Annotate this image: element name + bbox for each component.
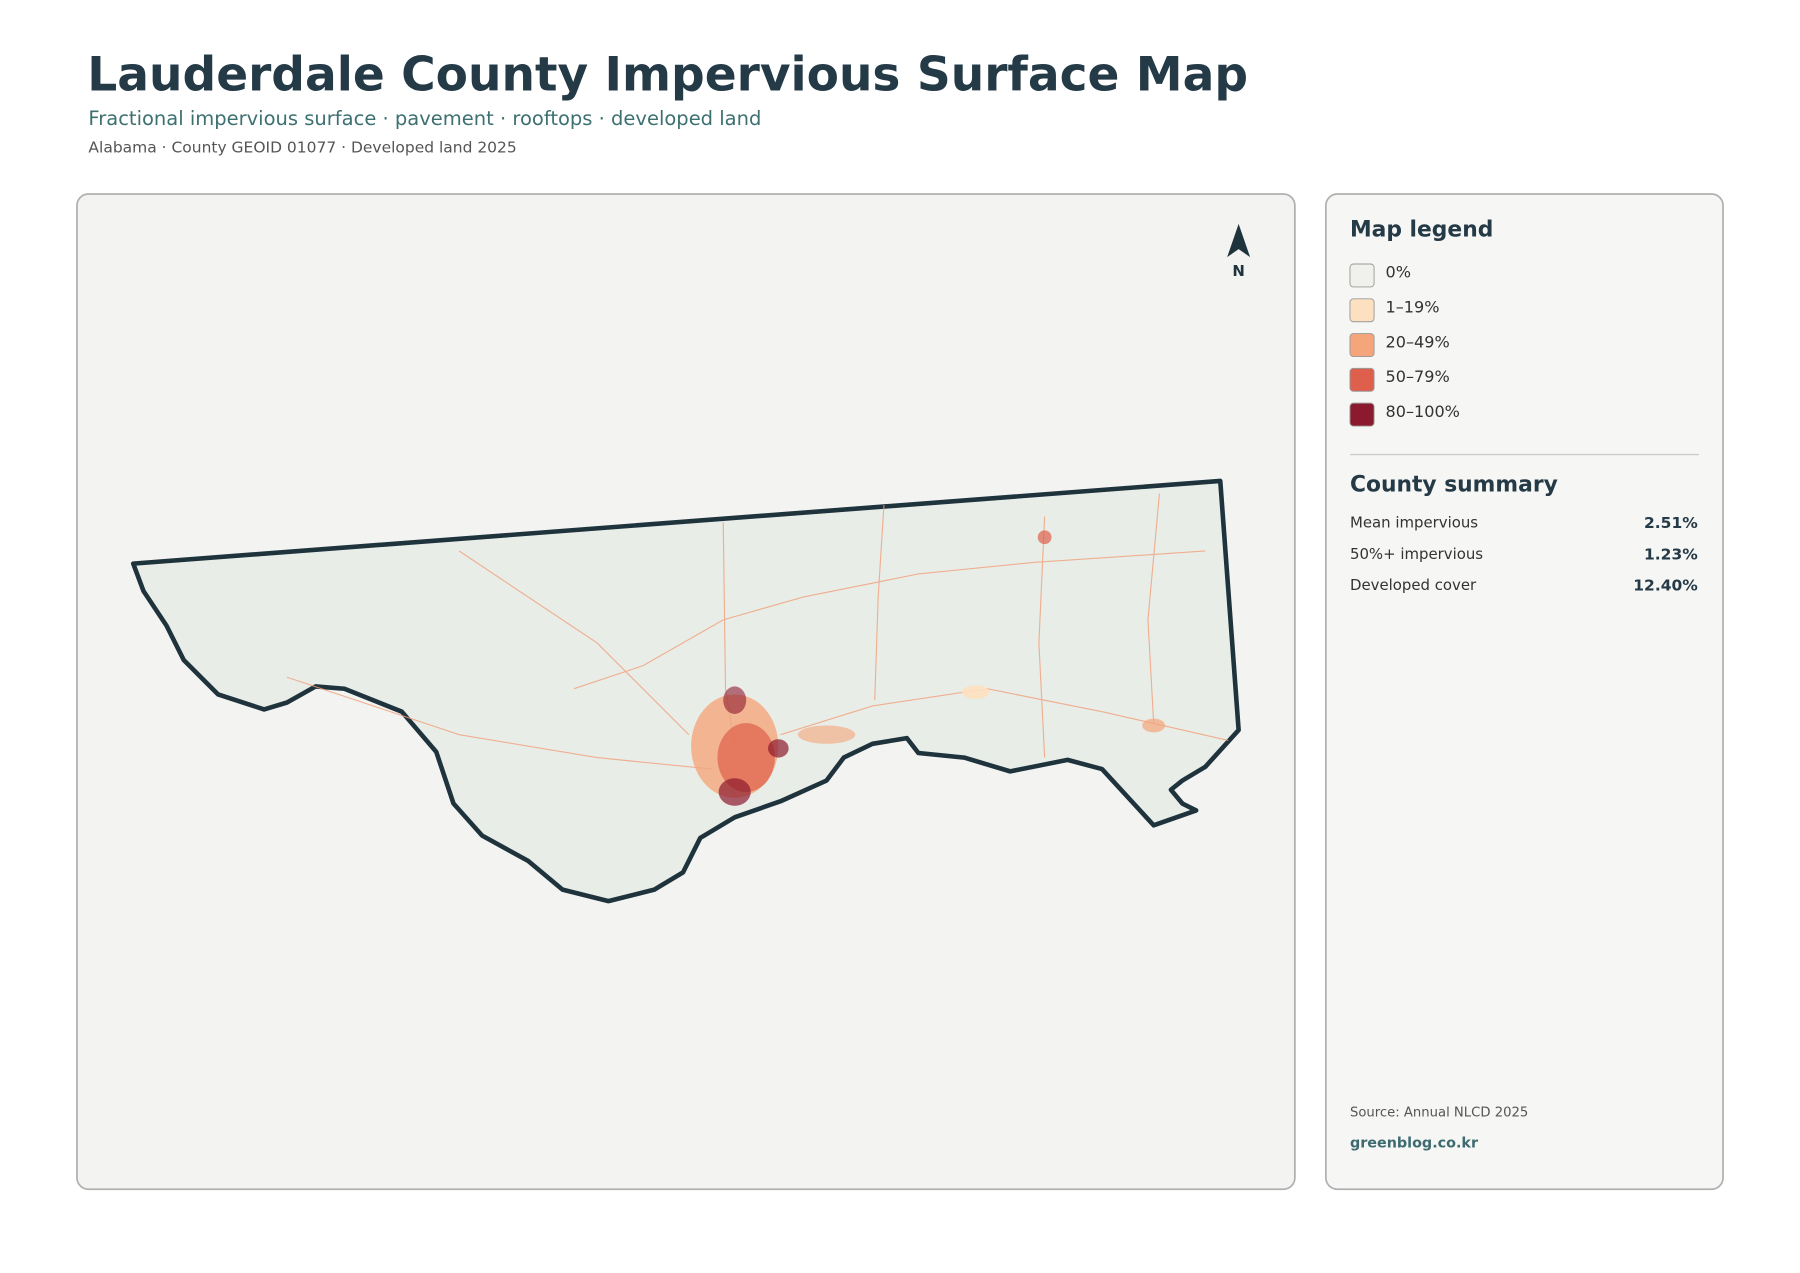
source: Source: Annual NLCD 2025 [1350, 1105, 1528, 1120]
legend-swatch [1349, 402, 1375, 427]
summary-value: 1.23% [1644, 545, 1698, 563]
summary-value: 12.40% [1633, 577, 1698, 595]
legend-swatch [1349, 367, 1375, 392]
legend-label: 50–79% [1386, 367, 1450, 386]
summary-label: 50%+ impervious [1350, 545, 1483, 563]
legend-label: 20–49% [1386, 332, 1450, 351]
meta: Alabama · County GEOID 01077 · Developed… [88, 139, 516, 157]
legend-panel [1325, 193, 1724, 1191]
urban-area [691, 530, 1166, 806]
north-arrow: N [1227, 223, 1251, 280]
legend-label: 0% [1386, 263, 1411, 282]
north-arrow-icon [1227, 223, 1251, 258]
north-label: N [1232, 262, 1244, 280]
legend-title: Map legend [1350, 218, 1493, 243]
county-shape [130, 478, 1241, 904]
summary-label: Mean impervious [1350, 513, 1478, 531]
summary-label: Developed cover [1350, 576, 1477, 594]
county-map [130, 478, 1241, 904]
subtitle: Fractional impervious surface · pavement… [88, 107, 761, 130]
legend-label: 80–100% [1386, 402, 1460, 421]
legend-swatch [1349, 333, 1375, 357]
legend-swatch [1349, 263, 1375, 288]
credit: greenblog.co.kr [1350, 1135, 1479, 1151]
title: Lauderdale County Impervious Surface Map [87, 48, 1248, 103]
summary-rows: Mean impervious 2.51% 50%+ impervious 1.23%… [1350, 513, 1698, 594]
roads [286, 493, 1229, 770]
legend-items: 0% 1–19% 20–49% 50–79% 80–100% [1349, 263, 1460, 427]
summary-title: County summary [1350, 473, 1558, 498]
legend-swatch [1349, 298, 1375, 323]
summary-value: 2.51% [1644, 514, 1698, 532]
legend-label: 1–19% [1386, 297, 1440, 316]
